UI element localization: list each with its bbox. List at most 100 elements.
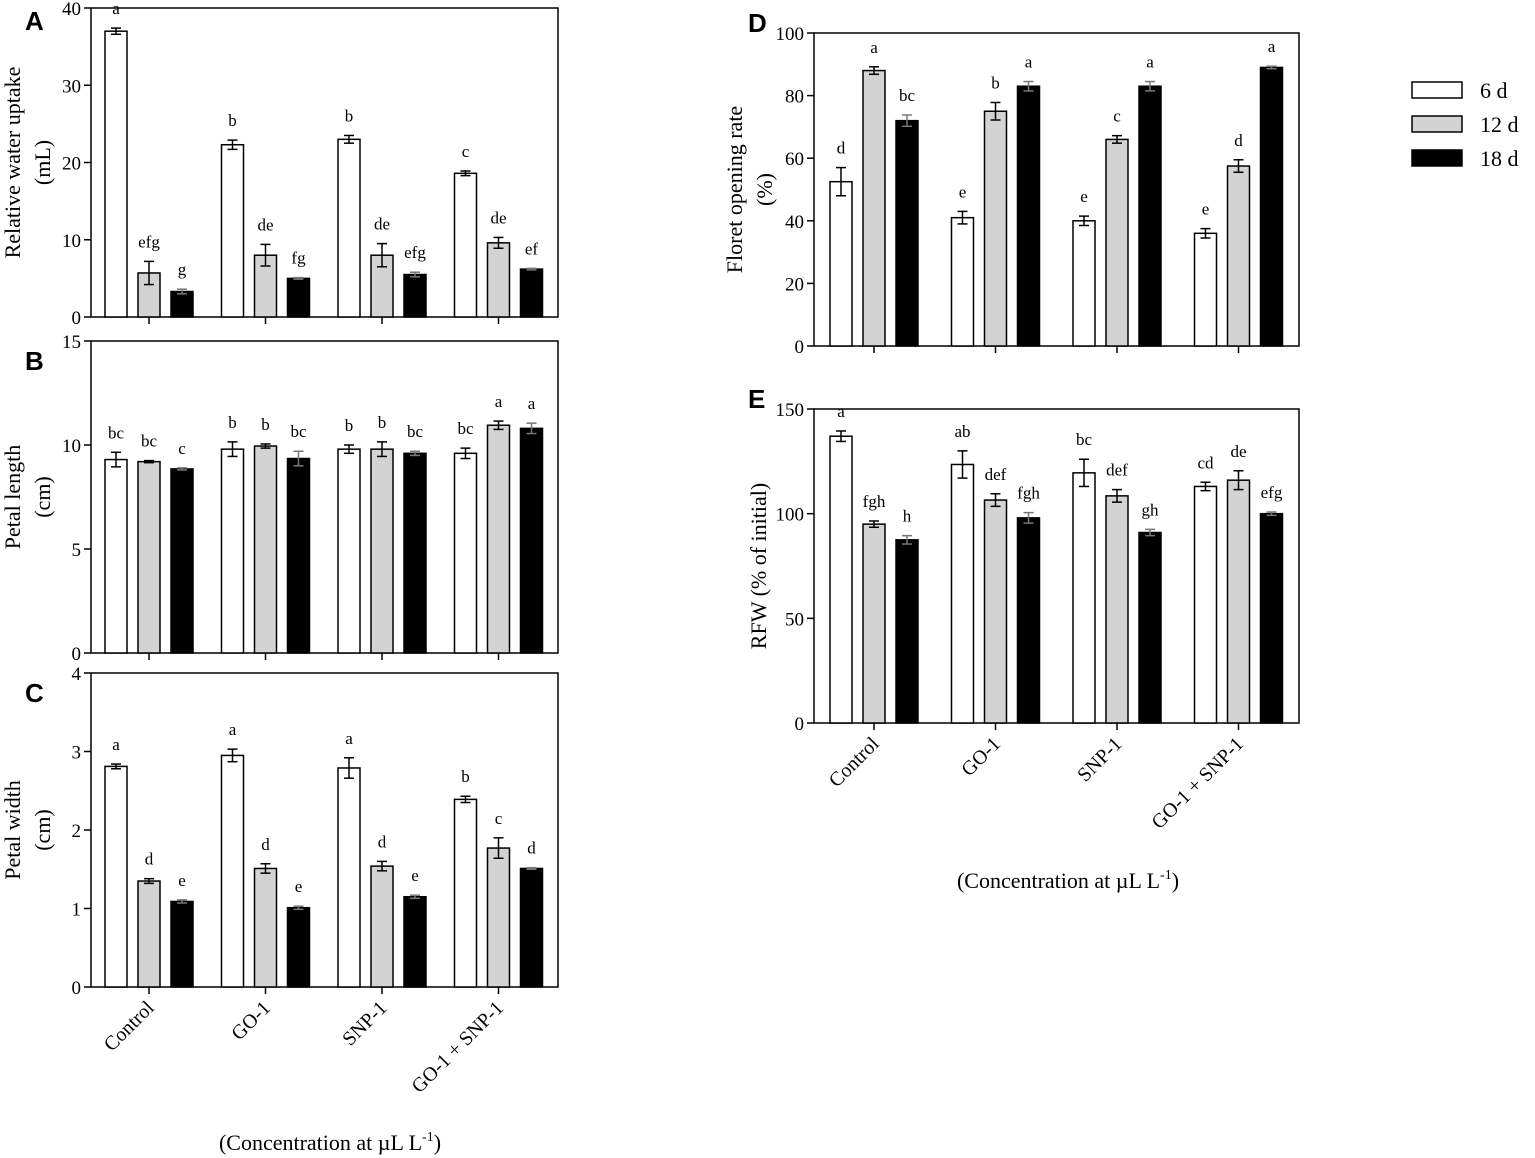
significance-label: b [378, 413, 387, 432]
bar-12d-3 [486, 847, 511, 988]
y-tick-label: 5 [72, 540, 82, 561]
bar-12d-2 [370, 865, 394, 988]
significance-label: bc [141, 432, 158, 451]
significance-label: a [1146, 53, 1154, 72]
significance-label: c [1113, 107, 1121, 126]
y-tick-label: 40 [62, 0, 81, 20]
y-tick-label: 2 [72, 821, 82, 842]
y-tick-label: 15 [62, 332, 81, 353]
bar-12d-1 [983, 110, 1008, 347]
significance-label: bc [457, 419, 474, 438]
significance-label: e [959, 182, 967, 201]
bar-18d-2 [403, 895, 427, 988]
significance-label: fg [291, 249, 306, 268]
plot-frame [813, 408, 1300, 724]
y-axis-title: Relative water uptake (mL) [0, 67, 55, 259]
significance-label: e [295, 877, 303, 896]
y-axis-title-line: (cm) [30, 809, 55, 851]
bar-18d-2 [403, 273, 427, 318]
y-tick-label: 20 [785, 274, 804, 295]
significance-label: de [374, 215, 390, 234]
significance-label: a [870, 38, 878, 57]
y-tick-label: 1 [72, 900, 82, 921]
y-axis-title-line: (cm) [30, 476, 55, 518]
y-tick-label: 0 [72, 978, 82, 999]
y-tick-label: 50 [785, 609, 804, 630]
bar-18d-1 [286, 277, 311, 318]
significance-label: b [991, 73, 1000, 92]
bar-18d-2 [1138, 85, 1162, 347]
significance-label: bc [1076, 430, 1093, 449]
bar-12d-1 [983, 499, 1008, 724]
legend-label-6d: 6 d [1480, 78, 1508, 103]
significance-label: g [178, 260, 187, 279]
bar-6d-0 [829, 435, 853, 724]
bar-12d-1 [253, 445, 278, 654]
significance-label: e [1080, 187, 1088, 206]
panel-letter-b: B [25, 346, 44, 376]
legend: 6 d 12 d 18 d [1411, 78, 1519, 171]
significance-label: d [145, 850, 154, 869]
x-axis-title-right: (Concentration at µL L-1) [957, 868, 1179, 893]
significance-label: d [261, 835, 270, 854]
significance-label: de [1230, 442, 1246, 461]
bar-12d-1 [253, 867, 278, 988]
y-tick-label: 3 [72, 743, 82, 764]
significance-label: b [345, 106, 354, 125]
significance-label: def [1106, 461, 1128, 480]
category-label: GO-1 + SNP-1 [1147, 733, 1248, 834]
significance-label: b [461, 767, 470, 786]
bar-6d-3 [1193, 232, 1218, 347]
panel-letter-a: A [25, 6, 44, 36]
significance-label: d [527, 839, 536, 858]
y-axis-title-line: Petal length [0, 445, 25, 549]
significance-label: bc [108, 423, 125, 442]
chart-c: C 0 1 2 3 4 Petal width (cm) Control a d e GO-1 a d e SN… [0, 664, 559, 1098]
significance-label: a [1268, 37, 1276, 56]
significance-label: b [228, 413, 237, 432]
bar-12d-0 [137, 460, 161, 654]
bar-12d-0 [862, 523, 886, 724]
significance-label: d [837, 139, 846, 158]
significance-label: a [229, 720, 237, 739]
significance-label: efg [1261, 483, 1283, 502]
bar-18d-3 [519, 427, 544, 654]
bar-6d-1 [220, 448, 245, 654]
bar-6d-2 [337, 448, 361, 654]
category-label: SNP-1 [1073, 733, 1126, 786]
y-axis-title-line: Petal width [0, 780, 25, 880]
y-tick-label: 150 [776, 400, 805, 421]
significance-label: a [112, 735, 120, 754]
bar-6d-3 [1193, 485, 1218, 724]
plot-frame [813, 32, 1300, 347]
bar-6d-3 [453, 798, 478, 988]
panel-letter-e: E [748, 384, 765, 414]
y-tick-label: 0 [72, 644, 82, 665]
x-axis-title-left: (Concentration at µL L-1) [219, 1130, 441, 1155]
bar-6d-0 [104, 765, 128, 988]
significance-label: efg [138, 232, 160, 251]
bar-18d-3 [519, 867, 544, 988]
bar-6d-0 [104, 458, 128, 654]
y-tick-label: 30 [62, 76, 81, 97]
bar-18d-1 [1016, 517, 1041, 724]
bar-18d-3 [519, 268, 544, 318]
panel-letter-d: D [748, 8, 767, 38]
bar-6d-2 [1072, 472, 1096, 724]
y-tick-label: 100 [776, 505, 805, 526]
bar-6d-2 [337, 138, 361, 318]
y-tick-label: 60 [785, 149, 804, 170]
bar-6d-1 [950, 216, 975, 347]
y-axis-title-line: (%) [752, 173, 777, 206]
legend-swatch-12d [1411, 115, 1463, 133]
significance-label: bc [407, 422, 424, 441]
y-axis-title: Floret opening rate (%) [722, 106, 777, 273]
significance-label: e [178, 871, 186, 890]
y-tick-label: 40 [785, 212, 804, 233]
legend-swatch-18d [1411, 149, 1463, 167]
y-tick-label: 10 [62, 231, 81, 252]
significance-label: gh [1142, 500, 1160, 519]
